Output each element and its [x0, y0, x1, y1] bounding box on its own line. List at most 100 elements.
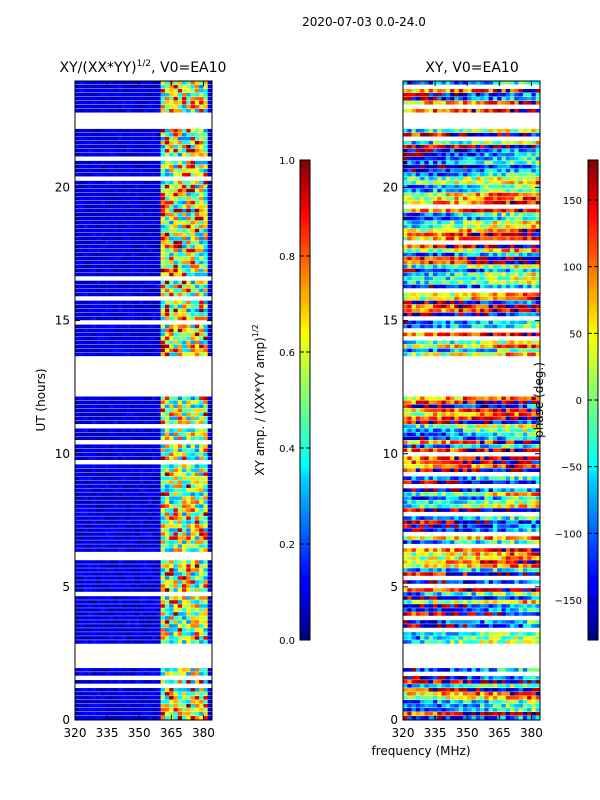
amplitude-heatmap-cell: [156, 256, 161, 261]
phase-heatmap-cell: [497, 88, 502, 93]
amplitude-heatmap-cell: [75, 612, 80, 616]
phase-heatmap-cell: [420, 132, 425, 137]
amplitude-heatmap-cell: [164, 464, 170, 468]
amplitude-heatmap-cell: [199, 160, 204, 165]
amplitude-heatmap-cell: [134, 548, 140, 552]
amplitude-heatmap-cell: [186, 96, 191, 101]
amplitude-heatmap-cell: [117, 248, 123, 253]
amplitude-heatmap-cell: [194, 572, 200, 576]
amplitude-heatmap-cell: [190, 316, 196, 321]
phase-heatmap-cell: [407, 96, 412, 101]
amplitude-heatmap-cell: [177, 504, 183, 508]
amplitude-heatmap-cell: [186, 692, 191, 696]
amplitude-heatmap-cell: [182, 164, 187, 169]
amplitude-heatmap-cell: [83, 560, 89, 564]
amplitude-heatmap-cell: [164, 212, 170, 217]
phase-heatmap-cell: [415, 216, 421, 221]
amplitude-heatmap-cell: [164, 480, 170, 484]
amplitude-heatmap-cell: [96, 88, 101, 93]
amplitude-heatmap-cell: [160, 604, 166, 608]
amplitude-heatmap-cell: [164, 196, 170, 201]
amplitude-heatmap-cell: [186, 696, 191, 700]
amplitude-heatmap-cell: [109, 688, 114, 692]
phase-heatmap-cell: [428, 81, 434, 85]
amplitude-heatmap-cell: [75, 236, 80, 241]
amplitude-heatmap-cell: [104, 488, 110, 492]
amplitude-heatmap-cell: [207, 260, 213, 265]
amplitude-heatmap-cell: [152, 292, 157, 297]
amplitude-heatmap-cell: [182, 716, 187, 720]
amplitude-heatmap-cell: [169, 412, 174, 417]
amplitude-heatmap-cell: [156, 348, 161, 353]
amplitude-heatmap-cell: [130, 96, 136, 101]
amplitude-heatmap-cell: [186, 624, 191, 628]
amplitude-heatmap-cell: [164, 568, 170, 572]
amplitude-heatmap-cell: [104, 572, 110, 576]
amplitude-heatmap-cell: [164, 412, 170, 417]
amplitude-heatmap-cell: [203, 484, 209, 488]
amplitude-heatmap-cell: [160, 336, 166, 341]
amplitude-heatmap-cell: [190, 608, 196, 612]
phase-heatmap-cell: [522, 128, 528, 133]
amplitude-heatmap-cell: [130, 472, 136, 476]
phase-heatmap-cell: [535, 92, 541, 97]
amplitude-heatmap-cell: [203, 192, 209, 197]
amplitude-heatmap-cell: [87, 692, 93, 696]
amplitude-heatmap-cell: [199, 148, 204, 153]
amplitude-heatmap-cell: [203, 588, 209, 592]
amplitude-heatmap-cell: [83, 444, 89, 449]
amplitude-heatmap-cell: [109, 528, 114, 532]
amplitude-heatmap-cell: [203, 616, 209, 620]
amplitude-heatmap-cell: [92, 532, 97, 536]
amplitude-heatmap-cell: [203, 396, 209, 401]
amplitude-heatmap-cell: [152, 260, 157, 265]
amplitude-heatmap-cell: [156, 708, 161, 712]
amplitude-heatmap-cell: [207, 712, 213, 716]
amplitude-heatmap-cell: [117, 548, 123, 552]
amplitude-heatmap-cell: [156, 272, 161, 277]
amplitude-heatmap-cell: [147, 332, 153, 337]
amplitude-heatmap-cell: [203, 200, 209, 205]
amplitude-heatmap-cell: [79, 588, 84, 592]
amplitude-heatmap-cell: [134, 572, 140, 576]
phase-heatmap-cell: [450, 188, 455, 193]
phase-heatmap-cell: [420, 140, 425, 145]
amplitude-heatmap-cell: [160, 568, 166, 572]
amplitude-heatmap-cell: [87, 352, 93, 357]
amplitude-heatmap-cell: [75, 672, 80, 676]
amplitude-heatmap-cell: [87, 620, 93, 624]
amplitude-heatmap-cell: [143, 228, 149, 233]
amplitude-heatmap-cell: [122, 560, 127, 564]
amplitude-heatmap-cell: [177, 332, 183, 337]
phase-heatmap-cell: [531, 81, 537, 85]
amplitude-heatmap-cell: [143, 280, 149, 285]
amplitude-heatmap-cell: [164, 548, 170, 552]
amplitude-heatmap-cell: [143, 480, 149, 484]
amplitude-heatmap-cell: [130, 512, 136, 516]
amplitude-heatmap-cell: [117, 240, 123, 245]
amplitude-heatmap-cell: [126, 640, 131, 644]
phase-heatmap-cell: [420, 200, 425, 205]
amplitude-heatmap-cell: [113, 588, 119, 592]
amplitude-heatmap-cell: [147, 628, 153, 632]
amplitude-heatmap-cell: [177, 436, 183, 441]
amplitude-heatmap-cell: [203, 416, 209, 421]
amplitude-heatmap-cell: [190, 452, 196, 457]
amplitude-heatmap-cell: [152, 268, 157, 273]
amplitude-heatmap-cell: [169, 108, 174, 113]
amplitude-heatmap-cell: [156, 332, 161, 337]
amplitude-heatmap-cell: [134, 340, 140, 345]
phase-heatmap-cell: [492, 156, 498, 161]
amplitude-heatmap-cell: [207, 504, 213, 508]
amplitude-heatmap-cell: [152, 81, 157, 85]
amplitude-heatmap-cell: [186, 396, 191, 401]
amplitude-heatmap-cell: [139, 284, 144, 289]
amplitude-heatmap-cell: [75, 432, 80, 437]
amplitude-heatmap-cell: [190, 716, 196, 720]
amplitude-heatmap-cell: [75, 588, 80, 592]
amplitude-heatmap-cell: [113, 612, 119, 616]
amplitude-heatmap-cell: [113, 688, 119, 692]
amplitude-heatmap-cell: [92, 708, 97, 712]
amplitude-heatmap-cell: [113, 148, 119, 153]
amplitude-heatmap-cell: [139, 516, 144, 520]
